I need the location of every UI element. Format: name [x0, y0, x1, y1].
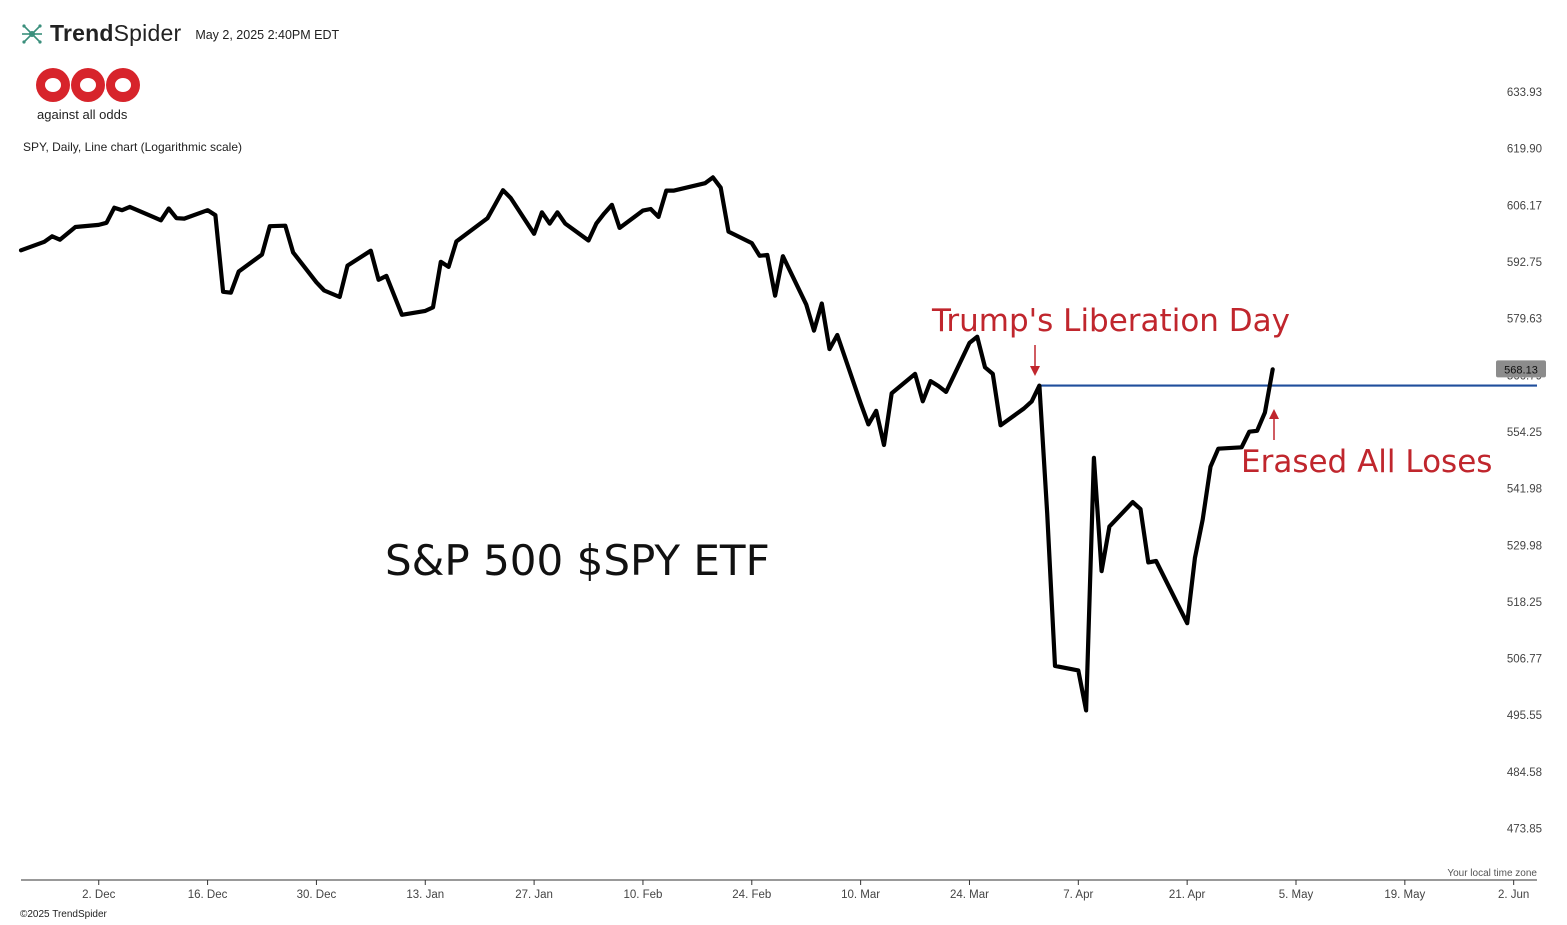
timezone-note: Your local time zone [1447, 868, 1537, 879]
x-tick-label: 13. Jan [406, 889, 444, 901]
y-tick-label: 473.85 [1507, 824, 1542, 836]
y-axis: 633.93619.90606.17592.75579.63566.79554.… [1507, 87, 1542, 836]
x-tick-label: 30. Dec [297, 889, 337, 901]
x-tick-label: 19. May [1384, 889, 1425, 901]
against-all-odds-logo [36, 68, 140, 102]
copyright: ©2025 TrendSpider [20, 909, 107, 920]
brand-header: TrendSpider May 2, 2025 2:40PM EDT [20, 20, 339, 47]
x-tick-label: 27. Jan [515, 889, 553, 901]
y-tick-label: 606.17 [1507, 200, 1542, 212]
last-price-badge: 568.13 [1496, 360, 1546, 378]
x-tick-label: 24. Feb [732, 889, 771, 901]
y-tick-label: 506.77 [1507, 654, 1542, 666]
y-tick-label: 529.98 [1507, 540, 1542, 552]
x-tick-label: 24. Mar [950, 889, 989, 901]
y-tick-label: 619.90 [1507, 144, 1542, 156]
brand-name: TrendSpider [50, 20, 182, 46]
chart-description: SPY, Daily, Line chart (Logarithmic scal… [23, 140, 242, 154]
x-axis: 2. Dec 16. Dec 30. Dec 13. Jan 27. Jan 10. Fe… [82, 880, 1529, 901]
annotation-erased-losses: Erased All Loses [1241, 444, 1492, 480]
x-tick-label: 10. Mar [841, 889, 880, 901]
x-tick-label: 2. Dec [82, 889, 115, 901]
x-tick-label: 10. Feb [623, 889, 662, 901]
last-price-text: 568.13 [1504, 364, 1538, 376]
trendspider-logo-icon [22, 23, 42, 44]
y-tick-label: 541.98 [1507, 484, 1542, 496]
y-tick-label: 554.25 [1507, 427, 1542, 439]
x-tick-label: 16. Dec [188, 889, 228, 901]
down-arrow-icon [1030, 345, 1040, 376]
y-tick-label: 633.93 [1507, 87, 1542, 99]
y-tick-label: 495.55 [1507, 710, 1542, 722]
x-tick-label: 5. May [1279, 889, 1314, 901]
chart-timestamp: May 2, 2025 2:40PM EDT [195, 28, 340, 42]
logo-tagline: against all odds [37, 107, 128, 122]
y-tick-label: 579.63 [1507, 314, 1542, 326]
y-tick-label: 518.25 [1507, 597, 1542, 609]
spy-price-line [18, 175, 1275, 713]
chart-title: S&P 500 $SPY ETF [385, 536, 770, 585]
annotation-liberation-day: Trump's Liberation Day [931, 303, 1290, 339]
y-tick-label: 592.75 [1507, 257, 1542, 269]
y-tick-label: 484.58 [1507, 767, 1542, 779]
x-tick-label: 7. Apr [1063, 889, 1093, 901]
x-tick-label: 21. Apr [1169, 889, 1206, 901]
x-tick-label: 2. Jun [1498, 889, 1529, 901]
up-arrow-icon [1269, 409, 1279, 440]
